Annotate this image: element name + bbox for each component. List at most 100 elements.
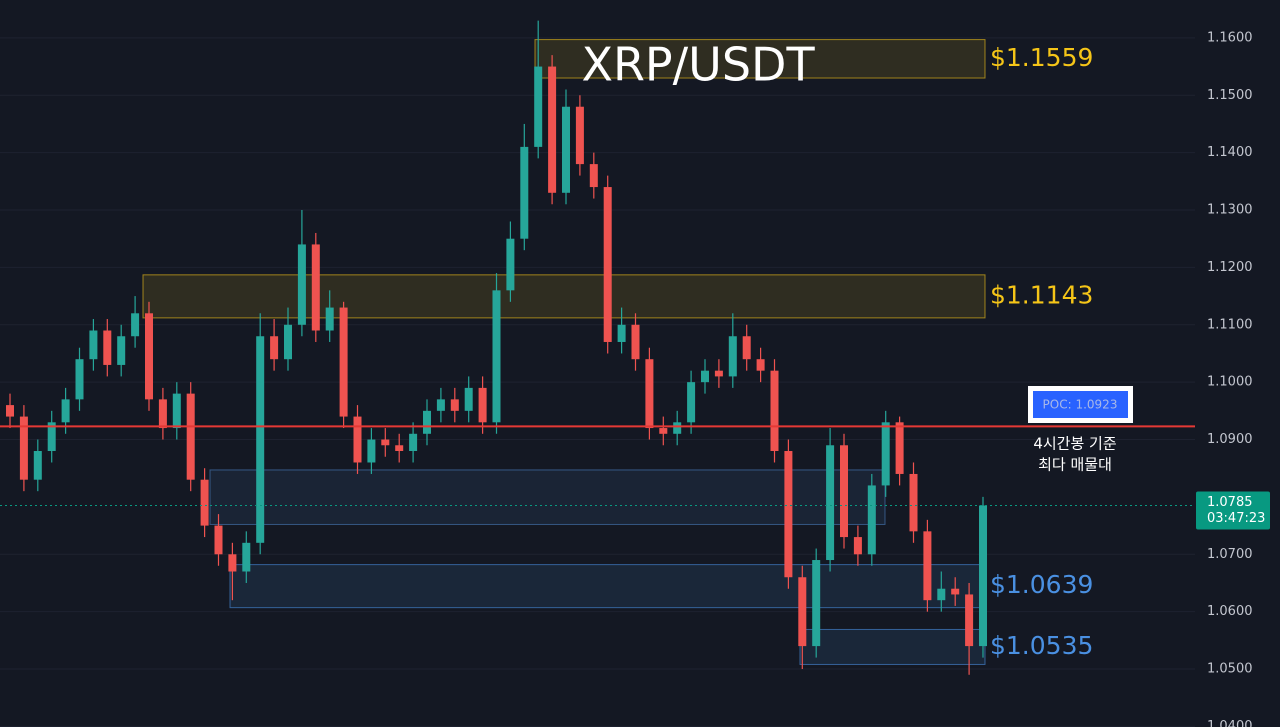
candle-body: [284, 324, 292, 360]
candle-body: [75, 359, 84, 400]
candle-body: [6, 405, 14, 417]
candle-body: [214, 525, 223, 555]
candle-body: [617, 324, 626, 342]
candle-body: [867, 485, 876, 555]
candle-body: [812, 560, 821, 647]
candle-body: [172, 393, 181, 429]
candle-body: [228, 554, 237, 572]
candle-body: [131, 313, 140, 337]
candle-body: [687, 382, 696, 423]
candle-body: [297, 244, 306, 325]
candle-body: [881, 422, 890, 486]
candle-body: [853, 537, 862, 555]
candle-body: [701, 370, 709, 383]
y-tick-label: 1.1300: [1207, 203, 1253, 218]
candle-body: [520, 146, 529, 239]
annotation: 최다 매물대: [1038, 456, 1112, 474]
candle-body: [145, 313, 153, 400]
candle-body: [548, 66, 557, 193]
candle-body: [714, 370, 723, 377]
candle-body: [562, 106, 570, 193]
candle-body: [937, 588, 946, 601]
zone-label: $1.1559: [990, 43, 1093, 72]
candle-body: [395, 445, 404, 452]
candle-body: [798, 577, 807, 647]
candle-body: [756, 359, 765, 371]
candle-body: [436, 399, 445, 411]
last-price-box: [1196, 491, 1270, 530]
candle-body: [339, 307, 348, 417]
candle-body: [770, 370, 779, 452]
candle-body: [256, 336, 265, 543]
candle-body: [575, 106, 584, 165]
y-tick-label: 1.0400: [1207, 719, 1253, 727]
price-zone: [229, 564, 986, 609]
candle-body: [659, 428, 668, 434]
candle-body: [589, 164, 598, 188]
candle-body: [325, 307, 334, 331]
price-zone: [142, 274, 986, 319]
candle-body: [33, 451, 42, 480]
last-price-label: 1.0785: [1207, 495, 1253, 510]
candle-body: [631, 324, 640, 360]
annotation: 4시간봉 기준: [1033, 435, 1117, 453]
candle-body: [117, 336, 126, 365]
candle-body: [367, 439, 376, 463]
candle-body: [909, 473, 918, 532]
candle-body: [311, 244, 320, 331]
candle-body: [506, 238, 515, 291]
candle-body: [603, 187, 612, 342]
candle-body: [158, 399, 167, 429]
y-tick-label: 1.1400: [1207, 145, 1253, 160]
candle-body: [478, 387, 487, 423]
candle-body: [464, 387, 473, 411]
candle-body: [534, 66, 543, 147]
candle-body: [19, 416, 28, 480]
candle-body: [492, 290, 501, 423]
candle-body: [353, 416, 362, 463]
candle-body: [89, 330, 98, 360]
candle-body: [826, 445, 835, 561]
y-tick-label: 1.1500: [1207, 88, 1253, 103]
candle-body: [895, 422, 904, 474]
candle-body: [742, 336, 751, 360]
zone-label: $1.1143: [990, 280, 1093, 309]
candle-body: [409, 433, 418, 452]
candle-body: [200, 479, 209, 526]
candle-body: [186, 393, 195, 480]
candle-body: [965, 594, 974, 647]
candle-body: [923, 531, 932, 601]
candle-body: [103, 330, 112, 365]
y-tick-label: 1.0500: [1207, 662, 1253, 677]
candle-body: [645, 359, 654, 429]
candle-body: [450, 399, 459, 411]
candle-body: [979, 505, 987, 647]
candle-body: [840, 445, 848, 538]
candle-body: [270, 336, 279, 360]
y-tick-label: 1.1100: [1207, 317, 1253, 332]
countdown-label: 03:47:23: [1207, 511, 1265, 526]
y-tick-label: 1.0900: [1207, 432, 1253, 447]
y-tick-label: 1.1600: [1207, 30, 1253, 45]
candle-body: [47, 422, 56, 452]
y-tick-label: 1.0700: [1207, 547, 1253, 562]
y-tick-label: 1.0600: [1207, 604, 1253, 619]
candle-body: [728, 336, 737, 377]
candle-body: [381, 439, 390, 446]
zone-label: $1.0535: [990, 631, 1093, 660]
y-tick-label: 1.1000: [1207, 375, 1253, 390]
price-zone: [534, 39, 986, 79]
candle-body: [951, 588, 960, 595]
candle-body: [673, 422, 682, 434]
y-tick-label: 1.1200: [1207, 260, 1253, 275]
zone-label: $1.0639: [990, 570, 1093, 599]
candle-body: [423, 410, 431, 434]
price-zone: [209, 469, 886, 525]
chart-title: XRP/USDT: [581, 38, 815, 92]
candle-body: [784, 451, 793, 578]
price-zone: [799, 628, 986, 665]
poc-box-inner: [1033, 391, 1128, 418]
candle-body: [61, 399, 70, 423]
